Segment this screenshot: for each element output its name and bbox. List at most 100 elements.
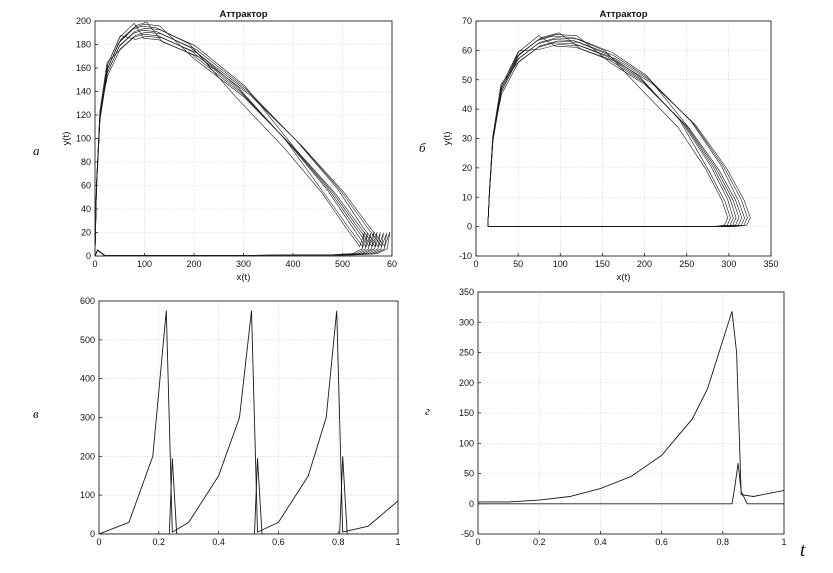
attractor-trajectory: [95, 31, 384, 256]
y-tick-label: 250: [459, 348, 474, 358]
x-tick-label: 100: [137, 259, 152, 269]
panel-a: 0 100 200 300 400 500 600204060801001201401601…: [61, 9, 397, 283]
attractor-trajectory: [95, 21, 391, 256]
attractor-trajectory: [95, 29, 368, 256]
x-tick-label: 0: [96, 537, 101, 547]
y-tick-label: 80: [81, 157, 91, 167]
attractor-trajectory: [95, 33, 372, 256]
series-xt: [478, 311, 784, 503]
plot-area: [95, 21, 391, 256]
plots: 0 100 200 300 400 500 600204060801001201401601…: [61, 9, 787, 547]
panel-letter-v: в: [33, 406, 39, 421]
x-tick-label: 0.2: [533, 537, 546, 547]
plot-area: [478, 311, 784, 505]
x-tick-label: 0.4: [594, 537, 607, 547]
attractor-trajectory: [487, 37, 743, 227]
series-yt: [99, 456, 398, 534]
x-tick-label: 350: [763, 259, 778, 269]
x-tick-label: 50: [513, 259, 523, 269]
axes-frame: [477, 291, 785, 535]
x-tick-label: 0.4: [212, 537, 225, 547]
plot-area: [99, 310, 398, 534]
panel-b: 0 50 100 150 200 250 300 350-10010203040506070А…: [442, 9, 779, 283]
attractor-trajectory: [487, 39, 731, 227]
y-tick-label: 20: [81, 228, 91, 238]
y-tick-label: 200: [76, 16, 91, 26]
x-tick-label: 150: [595, 259, 610, 269]
y-tick-label: 500: [80, 335, 95, 345]
x-tick-label: 1: [395, 537, 400, 547]
y-tick-label: 0: [86, 251, 91, 261]
x-tick-label: 250: [679, 259, 694, 269]
attractor-trajectory: [487, 32, 751, 227]
x-tick-label: 200: [186, 259, 201, 269]
y-tick-label: 60: [81, 181, 91, 191]
x-tick-label: 60: [387, 259, 397, 269]
attractor-trajectory: [487, 44, 748, 227]
y-tick-label: 60: [462, 45, 472, 55]
y-tick-label: 50: [464, 469, 474, 479]
y-tick-label: 600: [80, 296, 95, 306]
x-tick-label: 0.6: [655, 537, 668, 547]
y-tick-label: 20: [462, 163, 472, 173]
attractor-trajectory: [95, 27, 381, 256]
y-tick-label: 150: [459, 408, 474, 418]
x-tick-label: 0: [473, 259, 478, 269]
y-tick-label: 180: [76, 40, 91, 50]
chart-title: Аттрактор: [599, 9, 647, 20]
series-xt: [99, 310, 398, 534]
panel-v: 0 0.2 0.4 0.6 0.8 1 0 100 200 300 400 500 600: [80, 296, 401, 547]
y-axis-label: y(t): [442, 132, 453, 146]
plot-area: [487, 32, 751, 227]
panel-letter-b: б: [419, 140, 426, 155]
t-axis-label: t: [800, 540, 806, 561]
chart-title: Аттрактор: [219, 9, 267, 20]
x-tick-label: 500: [335, 259, 350, 269]
x-tick-label: 0.8: [332, 537, 345, 547]
x-tick-label: 300: [236, 259, 251, 269]
attractor-trajectory: [487, 34, 740, 227]
y-tick-label: 10: [462, 192, 472, 202]
x-tick-label: 0: [92, 259, 97, 269]
panel-letter-g: г: [425, 403, 430, 418]
y-tick-label: 160: [76, 63, 91, 73]
y-tick-label: 400: [80, 374, 95, 384]
attractor-trajectory: [95, 25, 365, 256]
y-tick-label: 0: [467, 222, 472, 232]
y-axis-label: y(t): [61, 132, 72, 146]
attractor-trajectory: [487, 40, 745, 227]
x-tick-label: 100: [553, 259, 568, 269]
y-tick-label: 50: [462, 75, 472, 85]
x-axis-label: x(t): [237, 272, 251, 283]
attractor-trajectory: [487, 42, 734, 227]
x-tick-label: 0.6: [272, 537, 285, 547]
y-tick-label: 0: [469, 499, 474, 509]
axes-frame: [94, 20, 393, 257]
x-axis-label: x(t): [617, 272, 631, 283]
y-tick-label: 300: [459, 317, 474, 327]
x-tick-label: 400: [285, 259, 300, 269]
y-tick-label: 70: [462, 16, 472, 26]
y-tick-label: 100: [80, 490, 95, 500]
x-tick-label: 0: [475, 537, 480, 547]
y-tick-label: -10: [459, 251, 472, 261]
y-tick-label: -50: [461, 529, 474, 539]
attractor-trajectory: [95, 22, 375, 256]
y-tick-label: 40: [81, 204, 91, 214]
x-tick-label: 0.8: [717, 537, 730, 547]
y-tick-label: 0: [90, 529, 95, 539]
y-tick-label: 350: [459, 287, 474, 297]
x-tick-label: 1: [781, 537, 786, 547]
y-tick-label: 100: [459, 438, 474, 448]
y-tick-label: 200: [459, 378, 474, 388]
x-tick-label: 300: [721, 259, 736, 269]
y-tick-label: 300: [80, 413, 95, 423]
panel-letter-a: а: [33, 143, 40, 158]
axes-frame: [98, 300, 399, 535]
y-tick-label: 40: [462, 104, 472, 114]
y-tick-label: 140: [76, 87, 91, 97]
x-tick-label: 0.2: [153, 537, 166, 547]
x-tick-label: 200: [637, 259, 652, 269]
